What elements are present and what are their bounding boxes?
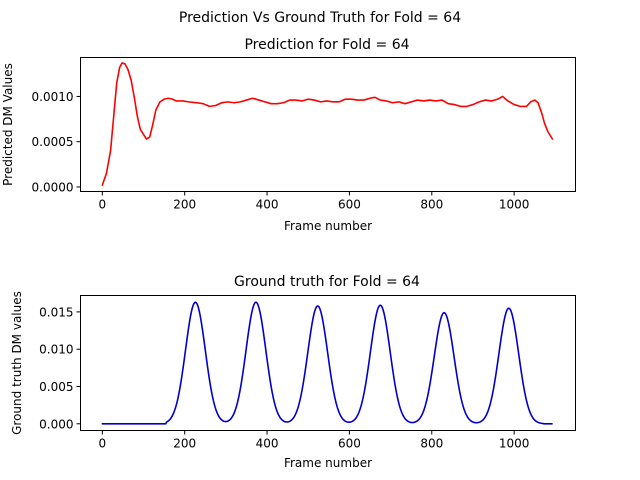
ground-truth-y-ticks: 0.000 0.005 0.010 0.015 xyxy=(39,305,81,431)
ground-truth-x-ticks: 0 200 400 600 800 1000 xyxy=(99,430,530,451)
prediction-x-tick-label: 0 xyxy=(99,198,107,212)
ground-truth-panel-title: Ground truth for Fold = 64 xyxy=(234,274,420,290)
prediction-series-group xyxy=(101,62,554,186)
ground-truth-x-tick-label: 0 xyxy=(99,437,107,451)
ground-truth-x-tick-label: 1000 xyxy=(499,437,530,451)
ground-truth-x-tick-label: 600 xyxy=(338,437,361,451)
prediction-x-tick-label: 800 xyxy=(420,198,443,212)
ground-truth-y-tick-label: 0.000 xyxy=(39,417,73,431)
prediction-x-ticks: 0 200 400 600 800 1000 xyxy=(99,191,530,212)
prediction-y-axis-label: Predicted DM Values xyxy=(1,63,15,186)
prediction-y-ticks: 0.0000 0.0005 0.0010 xyxy=(32,90,81,194)
ground-truth-y-tick-label: 0.015 xyxy=(39,305,73,319)
ground-truth-x-tick-label: 200 xyxy=(173,437,196,451)
ground-truth-series-group xyxy=(101,301,553,425)
ground-truth-y-tick-label: 0.010 xyxy=(39,343,73,357)
prediction-x-tick-label: 400 xyxy=(256,198,279,212)
ground-truth-x-tick-label: 800 xyxy=(420,437,443,451)
prediction-x-tick-label: 600 xyxy=(338,198,361,212)
prediction-panel: Prediction for Fold = 64 0 200 400 600 800 10… xyxy=(1,37,576,233)
prediction-y-tick-label: 0.0000 xyxy=(32,180,74,194)
ground-truth-panel: Ground truth for Fold = 64 0 200 400 600 800… xyxy=(10,274,576,470)
prediction-y-tick-label: 0.0005 xyxy=(32,135,74,149)
prediction-x-tick-label: 1000 xyxy=(499,198,530,212)
ground-truth-y-tick-label: 0.005 xyxy=(39,380,73,394)
ground-truth-series-line xyxy=(101,301,553,425)
ground-truth-y-axis-label: Ground truth DM values xyxy=(10,291,24,435)
figure-suptitle: Prediction Vs Ground Truth for Fold = 64 xyxy=(179,10,461,26)
ground-truth-x-axis-label: Frame number xyxy=(284,456,372,470)
prediction-y-tick-label: 0.0010 xyxy=(32,90,74,104)
ground-truth-axes-frame xyxy=(80,295,576,431)
prediction-panel-title: Prediction for Fold = 64 xyxy=(244,37,409,53)
prediction-axes-frame xyxy=(80,57,576,192)
ground-truth-x-tick-label: 400 xyxy=(256,437,279,451)
prediction-x-tick-label: 200 xyxy=(173,198,196,212)
prediction-x-axis-label: Frame number xyxy=(284,219,372,233)
prediction-series-line xyxy=(101,62,554,186)
